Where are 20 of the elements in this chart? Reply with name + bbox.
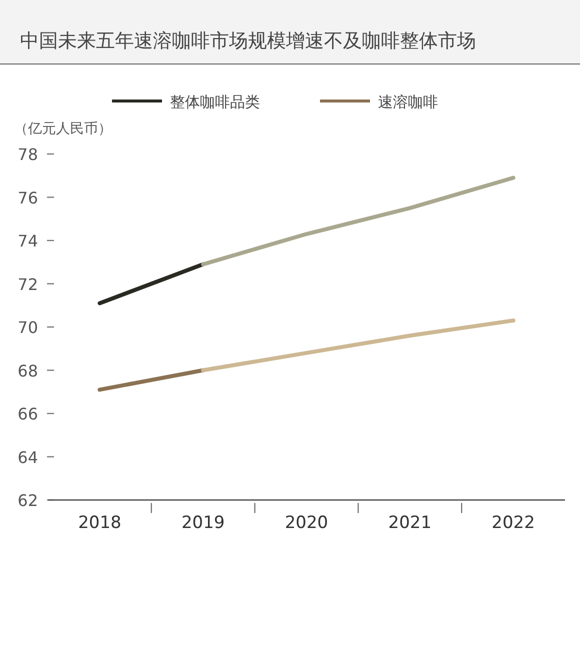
x-tick-label: 2020 [284, 513, 328, 533]
x-tick-label: 2018 [78, 513, 122, 533]
y-tick-label: 66 [18, 404, 38, 424]
legend-label: 速溶咖啡 [378, 93, 438, 111]
y-tick-label: 62 [18, 491, 38, 510]
y-tick-label: 70 [18, 318, 38, 337]
y-tick-label: 74 [18, 232, 38, 250]
y-tick-label: 64 [18, 448, 38, 467]
chart-title: 中国未来五年速溶咖啡市场规模增速不及咖啡整体市场 [20, 30, 476, 52]
line-series [201, 318, 516, 372]
x-tick-label: 2021 [388, 513, 432, 533]
line-series [201, 176, 516, 266]
y-tick-label: 76 [18, 188, 38, 208]
y-tick-label: 78 [18, 145, 38, 164]
x-tick-label: 2022 [492, 513, 535, 533]
y-tick-label: 68 [18, 361, 38, 380]
legend-label: 整体咖啡品类 [170, 93, 260, 111]
x-tick-label: 2019 [181, 513, 225, 533]
y-tick-label: 72 [18, 274, 38, 294]
y-axis-title: （亿元人民币） [14, 121, 112, 137]
